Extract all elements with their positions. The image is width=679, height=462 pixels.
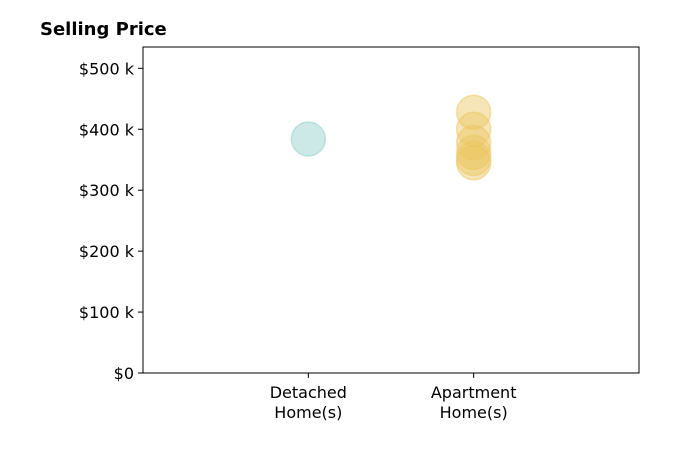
y-tick-label: $200 k xyxy=(79,242,135,261)
plot-frame xyxy=(142,46,640,374)
y-axis: $0 $100 k $200 k $300 k $400 k $500 k xyxy=(79,59,143,383)
data-point xyxy=(455,145,492,181)
y-tick-label: $400 k xyxy=(79,120,135,139)
x-tick-label: Detached xyxy=(270,383,347,402)
chart-title: Selling Price xyxy=(40,19,167,40)
x-tick-label: Apartment xyxy=(431,383,517,402)
y-tick-label: $500 k xyxy=(79,59,135,78)
y-tick-label: $100 k xyxy=(79,303,135,322)
data-point xyxy=(455,124,492,161)
y-tick-label: $0 xyxy=(114,364,134,383)
x-tick-label: Home(s) xyxy=(440,403,508,422)
y-tick-label: $300 k xyxy=(79,181,135,200)
points-layer xyxy=(290,94,492,181)
x-tick-label: Home(s) xyxy=(274,403,342,422)
data-point xyxy=(290,121,327,157)
